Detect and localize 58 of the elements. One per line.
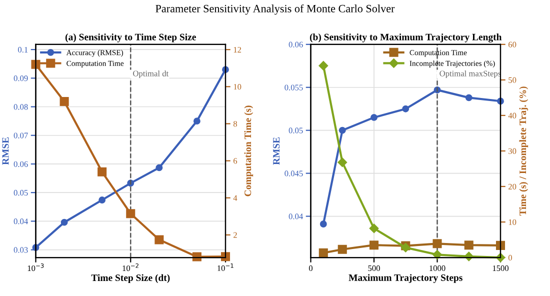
y-tick-label: 0.08 (14, 104, 28, 110)
y-tick-label: 0.07 (14, 132, 28, 138)
y2-tick-label: 2 (234, 232, 237, 238)
y-tick-label: 0.09 (14, 76, 28, 82)
y2-tick-label: 4 (233, 195, 238, 201)
chart-title: (a) Sensitivity to Time Step Size (65, 33, 196, 42)
x-tick-label: 1500 (492, 265, 509, 272)
y-tick-label: 0.03 (14, 247, 28, 253)
point (432, 239, 442, 248)
x-tick-label: 0 (308, 265, 313, 272)
point (464, 240, 474, 250)
y-tick-label: 0.06 (14, 161, 28, 167)
x-tick-label: 1000 (430, 265, 446, 272)
point (370, 114, 378, 121)
point (369, 240, 379, 250)
x-tick-label: 10$^{−3}$ (28, 263, 44, 272)
y2-tick-label: 60 (508, 42, 516, 48)
y2-tick-label: 30 (508, 148, 516, 154)
y2-tick-label: 0 (508, 254, 512, 260)
x-tick-label: 500 (368, 265, 380, 272)
ref-line-label: Optimal maxSteps (440, 70, 501, 78)
y2-tick-label: 12 (234, 46, 242, 52)
x-tick-label: 10$^{−2}$ (122, 263, 138, 272)
y2-axis-title: Time (s) / Incomplete Traj. (%) (519, 86, 528, 216)
y-tick-label: 0.05 (288, 128, 303, 134)
y2-tick-label: 10 (508, 219, 516, 225)
y2-tick-label: 20 (508, 184, 516, 190)
point (465, 94, 472, 102)
y2-tick-label: 50 (508, 77, 516, 83)
y-axis-title: RMSE (2, 137, 9, 165)
point (496, 240, 506, 250)
y-tick-label: 0.045 (284, 170, 303, 176)
y-tick-label: 0.055 (284, 84, 303, 90)
x-axis-title: Time Step Size (dt) (91, 274, 170, 284)
y2-tick-label: 40 (508, 112, 516, 118)
text: Parameter Sensitivity Analysis of Monte Carlo Solver (156, 4, 395, 15)
y-tick-label: 0.06 (288, 42, 303, 48)
point (318, 248, 328, 258)
point (318, 61, 328, 70)
x-axis-title: Maximum Trajectory Steps (348, 274, 462, 283)
y-tick-label: 0.04 (14, 218, 28, 224)
ref-line-label: Optimal dt (133, 70, 169, 78)
y-tick-label: 0.05 (14, 190, 28, 196)
point (338, 244, 347, 254)
point (320, 220, 327, 228)
point (338, 126, 346, 134)
y2-tick-label: 8 (233, 121, 237, 127)
y-tick-label: 0.1 (18, 46, 28, 53)
x-tick-label: 10$^{−1}$ (218, 263, 234, 271)
y2-axis-title: Computation Time (s) (244, 106, 254, 196)
point (402, 105, 410, 112)
point (369, 224, 379, 234)
y2-tick-label: 10 (234, 84, 242, 90)
point (338, 158, 347, 167)
y-axis-title: RMSE (273, 137, 280, 165)
y-tick-label: 0.04 (288, 214, 303, 220)
chart-title: (b) Sensitivity to Maximum Trajectory Length (310, 33, 502, 42)
y2-tick-label: 6 (233, 158, 238, 164)
